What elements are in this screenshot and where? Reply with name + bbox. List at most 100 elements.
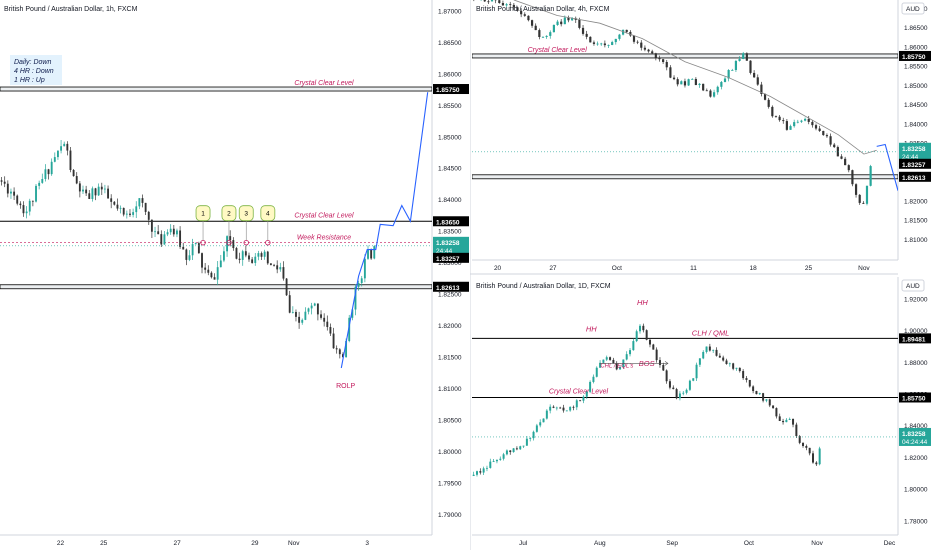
candle-body <box>805 445 808 448</box>
candle-body <box>712 92 716 97</box>
candle-body <box>694 78 697 86</box>
candle-body <box>749 60 752 73</box>
candle-body <box>475 471 478 475</box>
candle-body <box>625 29 628 32</box>
candle-body <box>549 406 552 411</box>
plot-area: Crystal Clear Level HH HH CLH / QML CHL / EQ… <box>472 298 898 477</box>
candle-body <box>678 393 681 399</box>
candle-body <box>567 17 570 21</box>
candle-body <box>329 327 332 334</box>
candle-body <box>241 251 244 260</box>
candle-body <box>668 381 671 388</box>
candle-body <box>858 194 861 203</box>
countdown-label: 04:24:44 <box>902 439 928 446</box>
bias-box <box>10 55 62 85</box>
x-tick-label: 27 <box>174 540 182 547</box>
candle-body <box>756 77 759 85</box>
candle-body <box>748 379 751 387</box>
candle-body <box>833 144 836 148</box>
candle-body <box>753 72 756 78</box>
candle-body <box>782 120 785 122</box>
candle-body <box>602 359 605 363</box>
candle-body <box>182 246 185 250</box>
candle-body <box>807 118 810 122</box>
projection-path <box>340 92 429 369</box>
candle-body <box>144 202 147 212</box>
candle-body <box>125 213 128 215</box>
candle-body <box>712 349 715 351</box>
level-price-tag <box>433 216 469 227</box>
candle-body <box>731 69 734 71</box>
candle-body <box>110 198 113 202</box>
candle-body <box>800 120 803 122</box>
y-tick-label: 1.84000 <box>904 423 928 430</box>
y-tick-label: 1.78000 <box>904 518 928 525</box>
candle-body <box>490 0 494 2</box>
y-tick-label: 1.85500 <box>904 64 928 71</box>
candle-body <box>97 186 100 196</box>
y-tick-label: 1.83000 <box>438 260 462 267</box>
candle-body <box>575 400 578 408</box>
candle-body <box>19 203 22 206</box>
candle-body <box>172 228 175 235</box>
candle-body <box>772 405 775 409</box>
candle-body <box>804 118 807 121</box>
current-price-label: 1.83258 <box>436 240 460 247</box>
bos-arrow-head <box>664 361 669 366</box>
candle-body <box>288 295 291 313</box>
candle-body <box>545 410 548 419</box>
candle-body <box>6 183 9 194</box>
current-price-label: 1.83258 <box>902 431 926 438</box>
candle-body <box>348 317 351 342</box>
candle-body <box>534 25 537 31</box>
candle-body <box>207 269 210 273</box>
candle-body <box>542 418 545 423</box>
marker-number: 3 <box>244 211 248 218</box>
candle-body <box>310 305 313 309</box>
panel_1h: 1.87000 1.86500 1.86000 1.85500 1.85000 1.845… <box>0 0 469 547</box>
candle-body <box>354 286 357 310</box>
candle-body <box>762 393 765 401</box>
candle-body <box>370 249 373 259</box>
y-tick-label: 1.84000 <box>904 121 928 128</box>
level-price-label: 1.85750 <box>902 395 926 402</box>
candle-body <box>254 256 257 263</box>
candle-body <box>103 188 106 190</box>
candle-body <box>499 458 502 460</box>
candle-body <box>798 436 801 443</box>
candle-body <box>629 31 632 36</box>
y-tick-label: 1.90000 <box>904 328 928 335</box>
candle-body <box>509 450 512 453</box>
candle-body <box>335 348 338 350</box>
level-price-tag <box>899 50 931 61</box>
candle-body <box>665 61 668 68</box>
candle-body <box>185 249 188 260</box>
candle-body <box>851 170 854 185</box>
candle-body <box>323 317 326 322</box>
candle-body <box>808 447 811 454</box>
candle-body <box>802 442 805 446</box>
candle-body <box>47 169 50 175</box>
candle-body <box>765 399 768 401</box>
candle-body <box>204 267 207 270</box>
candle-body <box>523 14 526 16</box>
candle-body <box>818 128 821 131</box>
candle-body <box>545 35 548 37</box>
annotation-text: CHL / EQL's <box>600 363 633 369</box>
x-tick-label: 11 <box>690 265 697 272</box>
candle-body <box>25 211 28 214</box>
candle-body <box>725 360 728 365</box>
candle-body <box>745 378 748 380</box>
candle-body <box>538 30 541 38</box>
candle-body <box>169 228 172 233</box>
x-tick-label: 29 <box>251 540 259 547</box>
candle-body <box>589 381 592 392</box>
candle-body <box>229 236 232 241</box>
candle-body <box>301 319 304 323</box>
candle-body <box>688 380 691 390</box>
candle-body <box>313 303 316 306</box>
y-tick-label: 1.85500 <box>438 103 462 110</box>
candle-body <box>35 185 37 202</box>
level-price-tag <box>433 252 469 263</box>
candle-body <box>276 265 279 270</box>
